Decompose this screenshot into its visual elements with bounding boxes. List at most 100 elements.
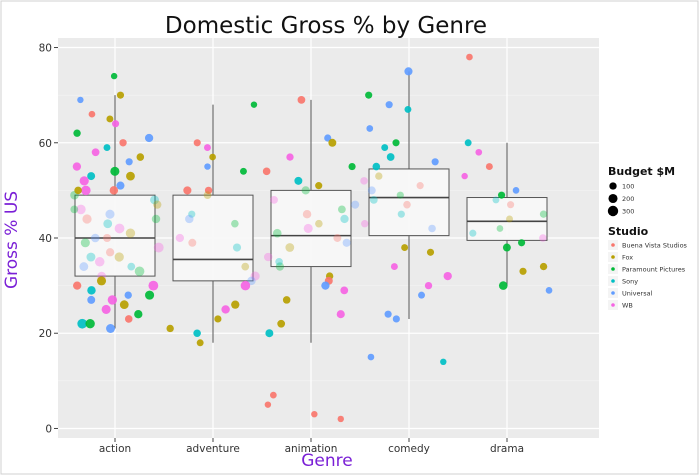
data-point (275, 258, 283, 266)
data-point (366, 125, 374, 132)
data-point (440, 358, 447, 366)
box-action (74, 194, 156, 277)
data-point (183, 186, 192, 195)
data-point (86, 252, 96, 262)
data-point (231, 219, 239, 228)
data-point (73, 281, 82, 290)
data-point (303, 223, 313, 234)
data-point (539, 234, 547, 242)
data-point (539, 262, 548, 271)
data-point (85, 319, 95, 329)
data-point (87, 172, 96, 181)
legend-size-label: 200 (622, 195, 634, 203)
data-point (81, 185, 91, 196)
y-tick-label: 40 (39, 233, 52, 245)
data-point (150, 195, 159, 205)
data-point (275, 262, 285, 271)
data-point (136, 153, 145, 161)
box-drama (466, 197, 548, 241)
data-point (70, 205, 79, 214)
x-axis-ticks: action adventure animation comedy drama (99, 438, 524, 455)
data-point (103, 144, 111, 151)
data-point (105, 209, 115, 219)
data-point (337, 415, 344, 423)
data-point (91, 148, 100, 157)
data-point (512, 187, 520, 194)
legend-size-label: 300 (622, 208, 634, 216)
legend-studio-key (611, 243, 615, 247)
data-point (116, 91, 125, 99)
data-point (324, 134, 332, 142)
data-point (401, 244, 409, 251)
data-point (285, 243, 295, 252)
legend-studio-key (611, 303, 615, 307)
data-point (119, 300, 129, 310)
data-point (77, 96, 84, 104)
legend-size-key (608, 193, 618, 204)
data-point (381, 144, 389, 151)
data-point (297, 96, 306, 104)
data-point (110, 166, 120, 176)
data-point (87, 286, 96, 295)
data-point (134, 266, 145, 277)
data-point (188, 238, 197, 247)
data-point (74, 186, 82, 195)
legend-studio-key (611, 267, 615, 271)
legend-studio-label: Buena Vista Studios (622, 242, 688, 250)
data-point (372, 162, 381, 171)
legend-studio-key (611, 279, 615, 283)
data-point (385, 101, 393, 109)
data-point (384, 310, 392, 318)
data-point (539, 210, 548, 218)
chart-title: Domestic Gross % by Genre (165, 13, 487, 39)
x-tick-label: animation (285, 443, 338, 455)
data-point (485, 163, 493, 171)
box-adventure (172, 194, 254, 282)
data-point (193, 329, 201, 338)
box-animation (270, 189, 352, 268)
legend-studio-label: Universal (622, 290, 653, 298)
data-point (82, 214, 92, 224)
data-point (76, 204, 86, 215)
data-point (461, 172, 468, 180)
y-tick-label: 0 (45, 423, 52, 435)
legend-studio-key (611, 291, 615, 295)
data-point (272, 228, 282, 238)
data-point (88, 110, 96, 118)
data-point (241, 262, 250, 271)
data-point (321, 281, 330, 290)
data-point (403, 200, 411, 209)
data-point (79, 176, 89, 186)
data-point (101, 304, 111, 314)
data-point (404, 105, 412, 113)
data-point (416, 182, 424, 190)
data-point (404, 67, 413, 76)
data-point (265, 329, 274, 338)
data-point (114, 223, 125, 234)
data-point (360, 177, 368, 185)
data-point (328, 138, 337, 147)
data-point (231, 300, 240, 309)
data-point (286, 153, 294, 161)
data-point (188, 210, 196, 218)
y-tick-label: 60 (39, 138, 52, 150)
data-point (80, 238, 90, 248)
data-point (109, 186, 119, 195)
data-point (367, 353, 375, 361)
data-point (469, 229, 477, 237)
data-point (392, 139, 400, 147)
data-point (302, 209, 312, 219)
data-point (209, 153, 216, 161)
data-point (105, 248, 115, 257)
data-point (114, 252, 124, 262)
data-point (193, 139, 201, 147)
data-point (496, 225, 504, 232)
data-point (361, 220, 369, 228)
data-point (545, 287, 553, 294)
data-point (103, 219, 113, 229)
data-point (203, 191, 212, 200)
data-point (282, 296, 291, 304)
data-point (263, 252, 273, 262)
data-point (507, 201, 515, 209)
